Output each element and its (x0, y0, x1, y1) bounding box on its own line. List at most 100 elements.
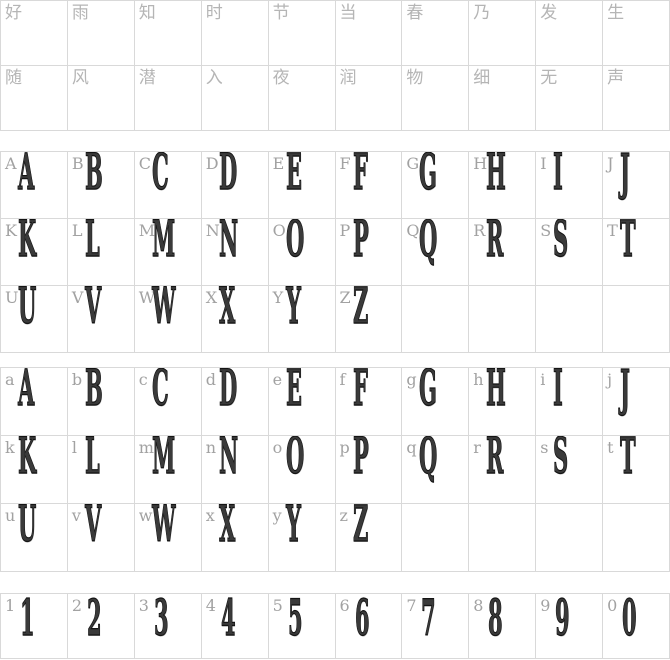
glyph-cell[interactable]: 风 (67, 66, 135, 131)
cell-glyph: M (151, 436, 176, 485)
glyph-cell[interactable] (469, 286, 537, 353)
glyph-cell[interactable] (603, 504, 670, 572)
glyph-cell[interactable]: 润 (335, 66, 403, 131)
glyph-cell[interactable]: 物 (402, 66, 470, 131)
cell-label: m (138, 438, 154, 457)
glyph-cell[interactable]: 生 (603, 1, 670, 66)
cell-glyph: Y (285, 286, 301, 335)
glyph-cell[interactable]: 节 (268, 1, 336, 66)
cell-label: M (138, 221, 156, 240)
glyph-cell[interactable]: 入 (201, 66, 269, 131)
glyph-cell[interactable]: 雨 (67, 1, 135, 66)
glyph-cell[interactable]: 夜 (268, 66, 336, 131)
glyph-cell[interactable]: 好 (1, 1, 68, 66)
glyph-cell[interactable]: 潜 (134, 66, 202, 131)
glyph-cell[interactable]: 乃 (469, 1, 537, 66)
glyph-cell[interactable]: 无 (536, 66, 604, 131)
glyph-cell[interactable] (603, 286, 670, 353)
glyph-cell[interactable]: 当 (335, 1, 403, 66)
glyph-cell[interactable]: 声 (603, 66, 670, 131)
glyph-cell[interactable]: 时 (201, 1, 269, 66)
glyph-cell[interactable] (402, 286, 470, 353)
glyph-cell[interactable] (536, 504, 604, 572)
glyph-cell[interactable]: 随 (1, 66, 68, 131)
glyph-cell[interactable]: 细 (469, 66, 537, 131)
glyph-cell[interactable] (536, 286, 604, 353)
glyph-cell[interactable]: 知 (134, 1, 202, 66)
cell-label: f (339, 370, 346, 389)
cell-label: 物 (406, 68, 424, 88)
cell-glyph: B (84, 152, 103, 201)
glyph-cell[interactable]: 发 (536, 1, 604, 66)
glyph-cell[interactable]: 春 (402, 1, 470, 66)
glyph-cell[interactable] (469, 504, 537, 572)
glyph-cell[interactable] (402, 504, 470, 572)
cell-glyph: C (151, 152, 169, 201)
